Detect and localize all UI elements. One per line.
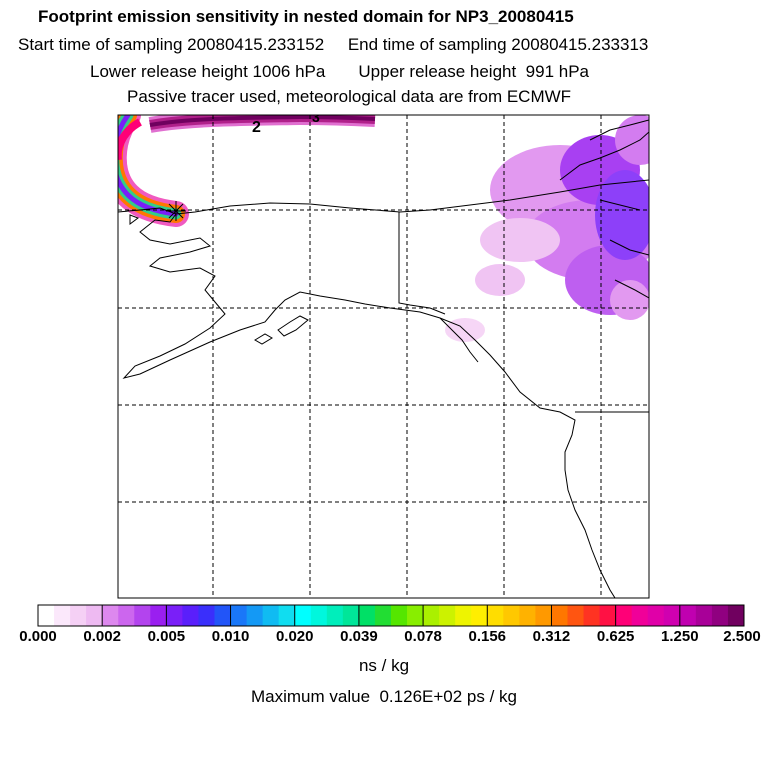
colorbar-swatch — [166, 605, 183, 626]
colorbar-swatch — [230, 605, 248, 626]
colorbar-units: ns / kg — [358, 656, 410, 675]
colorbar-tick-label: 0.005 — [147, 628, 186, 645]
colorbar-swatch — [455, 605, 472, 626]
colorbar-tick-label: 0.156 — [468, 628, 507, 645]
colorbar-swatch — [374, 605, 392, 626]
colorbar-swatch — [118, 605, 135, 626]
colorbar-swatch — [262, 605, 280, 626]
colorbar-swatch — [246, 605, 264, 626]
colorbar-swatch — [599, 605, 617, 626]
colorbar-swatch — [551, 605, 568, 626]
colorbar-swatch — [423, 605, 440, 626]
colorbar-swatch — [134, 605, 151, 626]
colorbar-tick-label: 1.250 — [661, 628, 699, 645]
colorbar-swatch — [727, 605, 745, 626]
colorbar-swatch — [102, 605, 119, 626]
colorbar-swatch — [214, 605, 232, 626]
colorbar-swatch — [567, 605, 585, 626]
release-height-line: Lower release height 1006 hPa Upper rele… — [90, 62, 590, 81]
colorbar — [37, 604, 745, 627]
colorbar-swatch — [70, 605, 87, 626]
emission-plume — [118, 115, 376, 227]
colorbar-swatch — [326, 605, 344, 626]
colorbar-tick-label: 0.039 — [340, 628, 378, 645]
plume-label-3: 3 — [312, 109, 320, 125]
colorbar-swatch — [391, 605, 408, 626]
colorbar-tick-label: 0.312 — [532, 628, 571, 645]
colorbar-swatch — [519, 605, 536, 626]
colorbar-swatch — [358, 605, 376, 626]
sensitivity-field — [445, 115, 649, 342]
colorbar-tick-label: 0.010 — [211, 628, 250, 645]
colorbar-swatch — [503, 605, 520, 626]
colorbar-swatch — [310, 605, 328, 626]
colorbar-swatch — [663, 605, 681, 626]
release-location-marker — [166, 201, 186, 221]
colorbar-swatch — [150, 605, 167, 626]
colorbar-swatch — [86, 605, 103, 626]
colorbar-tick-label: 0.078 — [404, 628, 442, 645]
colorbar-swatch — [535, 605, 552, 626]
colorbar-tick-label: 2.500 — [723, 628, 761, 645]
colorbar-tick-label: 0.625 — [596, 628, 635, 645]
borders — [398, 212, 649, 413]
colorbar-tick-label: 0.000 — [19, 628, 57, 645]
plot-title: Footprint emission sensitivity in nested… — [38, 7, 574, 26]
colorbar-swatch — [439, 605, 456, 626]
tracer-info-line: Passive tracer used, meteorological data… — [127, 87, 572, 106]
colorbar-swatch — [695, 605, 713, 626]
colorbar-swatch — [679, 605, 697, 626]
colorbar-swatch — [487, 605, 504, 626]
colorbar-swatch — [407, 605, 424, 626]
colorbar-swatch — [54, 605, 71, 626]
colorbar-swatch — [182, 605, 199, 626]
colorbar-swatch — [583, 605, 601, 626]
colorbar-tick-label: 0.020 — [275, 628, 314, 645]
colorbar-swatch — [342, 605, 360, 626]
map-frame — [117, 114, 650, 599]
colorbar-swatch — [294, 605, 312, 626]
colorbar-tick-label: 0.002 — [83, 628, 121, 645]
sampling-time-line: Start time of sampling 20080415.233152 E… — [18, 35, 649, 54]
colorbar-swatch — [198, 605, 215, 626]
grid-lines — [118, 115, 649, 598]
plume-label-2: 2 — [252, 119, 261, 136]
colorbar-swatch — [647, 605, 665, 626]
colorbar-swatch — [615, 605, 633, 626]
colorbar-swatch — [471, 605, 488, 626]
colorbar-swatch — [38, 605, 55, 626]
colorbar-swatch — [278, 605, 296, 626]
colorbar-swatch — [631, 605, 649, 626]
colorbar-swatch — [711, 605, 729, 626]
maximum-value-label: Maximum value 0.126E+02 ps / kg — [251, 687, 517, 706]
